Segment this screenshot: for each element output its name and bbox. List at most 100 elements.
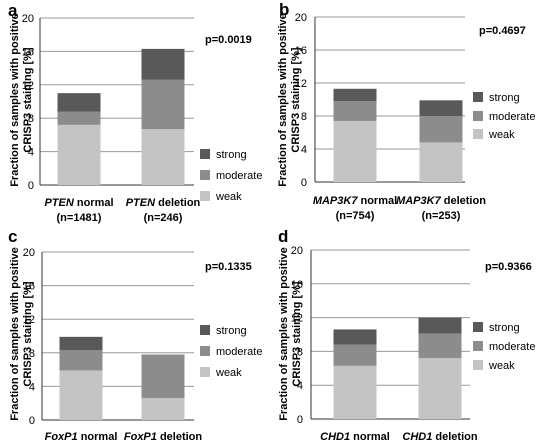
y-axis-label: Fraction of samples with positiveCRISP3 … [9,13,34,187]
legend-swatch-strong [473,322,483,332]
p-value: p=0.9366 [485,261,532,273]
y-tick-label: 16 [23,281,35,293]
p-value: p=0.0019 [205,34,252,46]
y-axis-label: Fraction of samples with positiveCRISP3 … [278,247,303,421]
bar-segment-moderate [333,101,377,121]
legend-swatch-weak [200,191,210,201]
legend-swatch-weak [473,129,483,139]
x-tick-label: MAP3K7 normal [313,195,397,207]
bar-segment-strong [57,93,101,112]
x-tick-n-label: (n=754) [336,210,375,222]
legend-swatch-moderate [473,111,483,121]
bar-segment-moderate [333,344,377,366]
x-tick-n-label: (n=253) [422,210,461,222]
x-tick-label: MAP3K7 deletion [396,195,486,207]
bar-segment-moderate [59,350,103,371]
y-tick-label: 12 [291,313,303,325]
bar-segment-weak [419,142,463,182]
bar-segment-strong [333,329,377,345]
y-tick-label: 8 [301,111,307,123]
bar-segment-weak [333,365,377,419]
bar-segment-weak [333,120,377,182]
x-tick-label: PTEN deletion [126,197,201,209]
x-tick-label: CHD1 deletion [402,431,477,443]
legend-label-moderate: moderate [489,111,535,123]
y-axis-label: Fraction of samples with positiveCRISP3 … [9,247,34,421]
panel-letter: b [279,0,289,19]
legend-label-strong: strong [216,149,247,161]
y-tick-label: 0 [301,177,307,189]
legend-label-moderate: moderate [216,170,262,182]
legend-swatch-weak [200,367,210,377]
y-tick-label: 8 [297,346,303,358]
y-tick-label: 20 [22,13,34,25]
bar-segment-strong [141,48,185,80]
y-tick-label: 4 [29,381,35,393]
legend-label-moderate: moderate [216,346,262,358]
legend-swatch-moderate [200,170,210,180]
y-tick-label: 4 [301,144,307,156]
y-tick-label: 4 [297,380,303,392]
bar-segment-weak [418,358,462,419]
x-tick-label: FoxP1 normal [45,431,118,443]
x-tick-label: PTEN normal [44,197,113,209]
p-value: p=0.4697 [479,25,526,37]
y-tick-label: 16 [291,279,303,291]
bar-segment-weak [59,370,103,420]
legend-swatch-weak [473,360,483,370]
y-tick-label: 20 [291,245,303,257]
bar-segment-strong [419,100,463,116]
y-tick-label: 0 [297,414,303,426]
legend-label-strong: strong [216,325,247,337]
bar-segment-strong [333,88,377,102]
x-tick-label: FoxP1 deletion [124,431,203,443]
y-tick-label: 20 [295,12,307,24]
bar-segment-strong [59,336,103,351]
legend-label-strong: strong [489,322,520,334]
legend-swatch-strong [200,325,210,335]
legend-label-weak: weak [488,129,515,141]
x-tick-n-label: (n=1481) [57,212,102,224]
y-tick-label: 12 [23,314,35,326]
y-axis-label: Fraction of samples with positiveCRISP3 … [277,13,302,187]
bar-segment-strong [418,317,462,334]
bar-segment-moderate [57,111,101,125]
legend-label-weak: weak [215,191,242,203]
legend-label-weak: weak [215,367,242,379]
y-tick-label: 0 [28,180,34,192]
x-tick-n-label: (n=246) [144,212,183,224]
panel-letter: a [8,1,18,20]
y-tick-label: 0 [29,415,35,427]
legend-swatch-strong [473,92,483,102]
bar-segment-weak [141,129,185,185]
y-tick-label: 12 [295,78,307,90]
bar-segment-moderate [418,333,462,359]
y-tick-label: 8 [28,113,34,125]
panel-letter: c [8,227,17,246]
y-tick-label: 4 [28,147,34,159]
legend-label-weak: weak [488,360,515,372]
y-tick-label: 16 [295,45,307,57]
p-value: p=0.1335 [205,261,252,273]
bar-segment-moderate [141,79,185,130]
bar-segment-moderate [141,354,185,399]
panel-letter: d [278,227,288,246]
legend-label-moderate: moderate [489,341,535,353]
legend-swatch-moderate [200,346,210,356]
bar-segment-weak [141,398,185,420]
legend-swatch-moderate [473,341,483,351]
y-tick-label: 12 [22,80,34,92]
legend-label-strong: strong [489,92,520,104]
legend-swatch-strong [200,149,210,159]
bar-segment-weak [57,124,101,185]
y-tick-label: 16 [22,46,34,58]
y-tick-label: 8 [29,348,35,360]
x-tick-label: CHD1 normal [320,431,390,443]
y-tick-label: 20 [23,247,35,259]
bar-segment-moderate [419,116,463,143]
